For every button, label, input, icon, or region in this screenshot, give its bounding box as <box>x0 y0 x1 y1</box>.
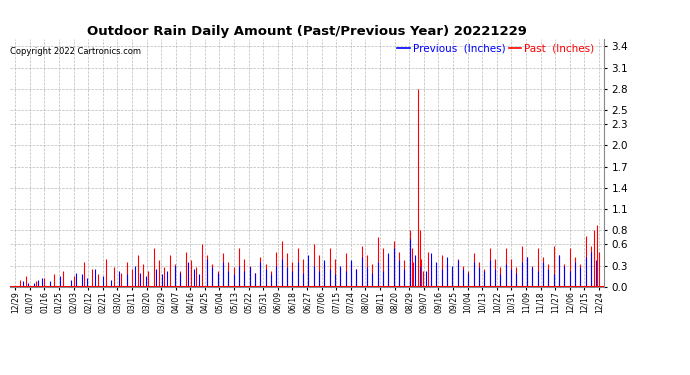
Text: Copyright 2022 Cartronics.com: Copyright 2022 Cartronics.com <box>10 47 141 56</box>
Legend: Previous  (Inches), Past  (Inches): Previous (Inches), Past (Inches) <box>393 40 598 58</box>
Title: Outdoor Rain Daily Amount (Past/Previous Year) 20221229: Outdoor Rain Daily Amount (Past/Previous… <box>87 25 527 38</box>
